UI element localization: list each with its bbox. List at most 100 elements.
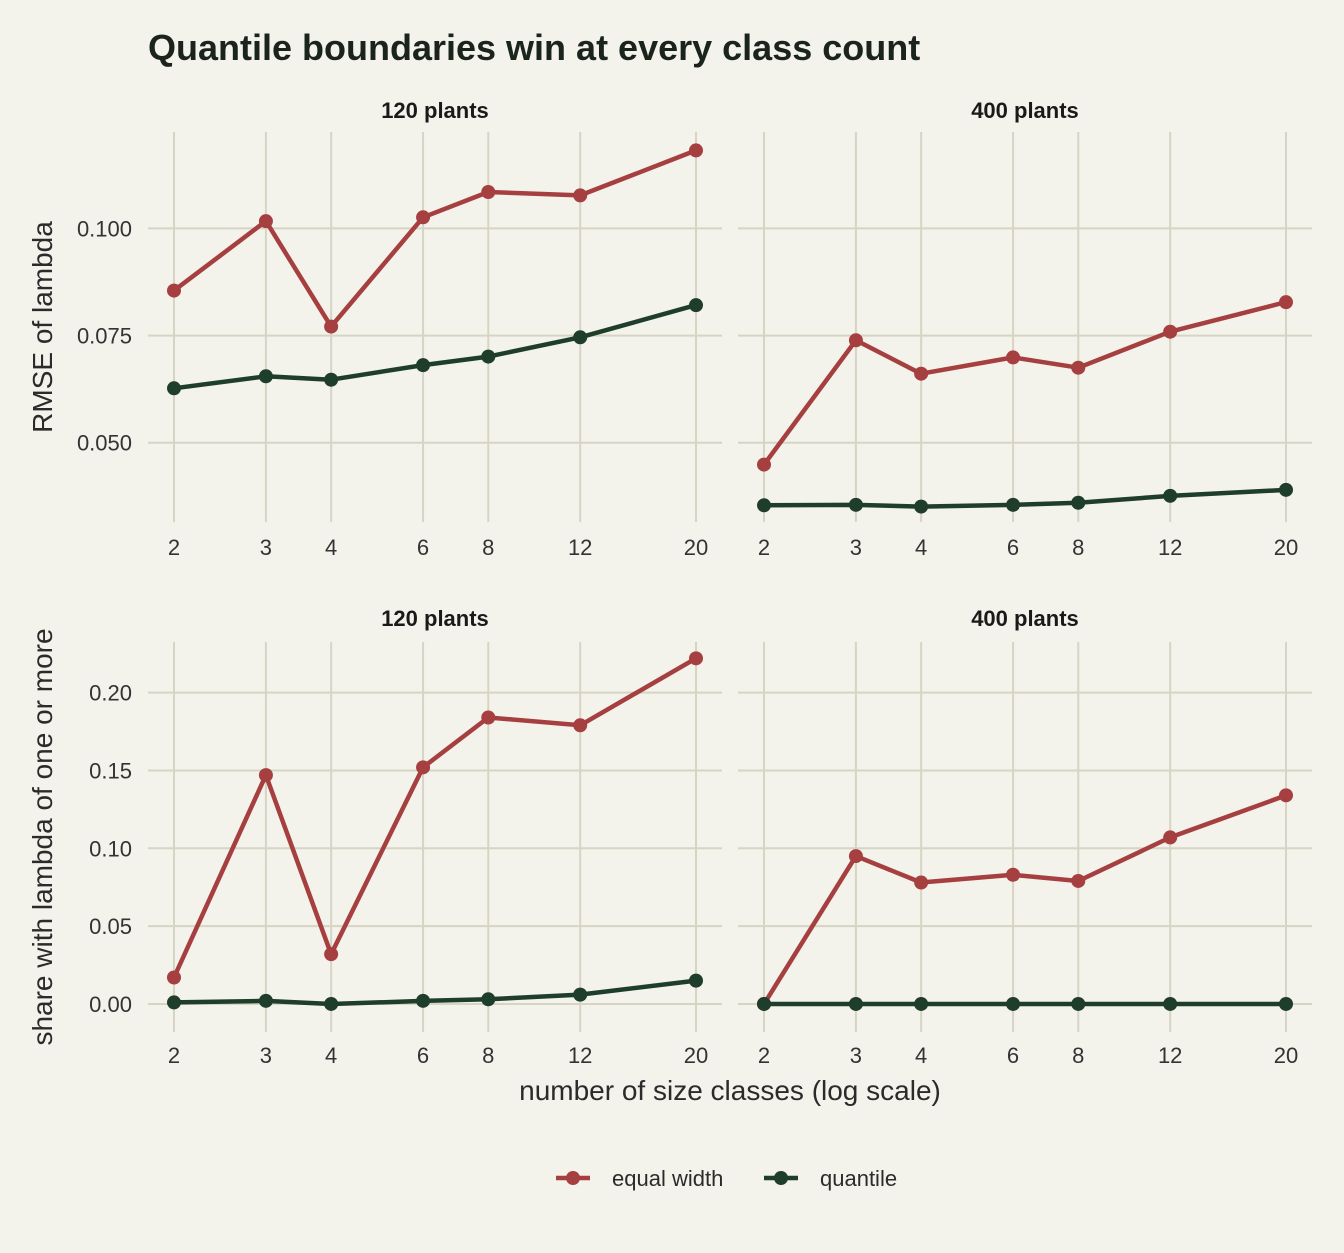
y-tick-label: 0.05	[89, 914, 132, 939]
y-tick-label: 0.050	[77, 431, 132, 456]
data-point-quantile	[481, 349, 496, 364]
legend-key-equal-width: equal width	[556, 1166, 723, 1191]
panel-strip-label: 120 plants	[381, 98, 489, 123]
series-line-quantile	[171, 302, 699, 391]
data-point-equal-width	[1006, 350, 1021, 365]
x-tick-label: 3	[850, 535, 862, 560]
panel-row1-col1: 120 plants 0.050 0.075 0.100 2 3 4 6 8 12 20	[77, 98, 722, 560]
data-point-quantile	[1279, 996, 1293, 1011]
data-point-equal-width	[258, 214, 273, 229]
data-point-equal-width	[1279, 295, 1293, 310]
legend-swatch-point	[566, 1171, 580, 1185]
series-line-quantile	[761, 487, 1289, 509]
data-point-quantile	[1071, 996, 1086, 1011]
data-point-equal-width	[167, 970, 181, 985]
x-axis-title: number of size classes (log scale)	[519, 1075, 941, 1106]
data-point-equal-width	[689, 143, 703, 158]
y-tick-label: 0.100	[77, 216, 132, 241]
x-tick-label: 6	[1007, 1043, 1019, 1068]
data-point-equal-width	[481, 185, 496, 199]
data-point-equal-width	[573, 718, 588, 733]
data-point-equal-width	[324, 947, 339, 962]
chart-title: Quantile boundaries win at every class c…	[148, 27, 920, 68]
x-tick-label: 6	[1007, 535, 1019, 560]
x-tick-label: 3	[260, 1043, 272, 1068]
data-point-equal-width	[573, 188, 588, 203]
data-point-equal-width	[1071, 360, 1086, 375]
y-tick-label: 0.15	[89, 758, 132, 783]
data-point-quantile	[258, 993, 273, 1008]
x-tick-label: 20	[684, 1043, 708, 1068]
data-point-equal-width	[1163, 324, 1178, 339]
data-point-equal-width	[416, 760, 431, 775]
x-tick-label: 12	[1158, 535, 1182, 560]
x-tick-label: 2	[168, 535, 180, 560]
x-tick-label: 4	[915, 535, 927, 560]
x-tick-label: 12	[568, 1043, 592, 1068]
data-point-quantile	[848, 996, 863, 1011]
data-point-quantile	[848, 497, 863, 512]
x-tick-label: 6	[417, 535, 429, 560]
data-point-quantile	[689, 973, 703, 988]
x-tick-label: 8	[1072, 1043, 1084, 1068]
legend-label: equal width	[612, 1166, 723, 1191]
data-point-quantile	[757, 996, 771, 1011]
panel-row1-col2: 400 plants 2 3 4 6 8 12 20	[738, 98, 1312, 560]
series-line-equal-width	[761, 299, 1289, 467]
x-tick-label: 6	[417, 1043, 429, 1068]
series-line-equal-width	[761, 793, 1289, 1007]
x-tick-label: 4	[325, 535, 337, 560]
data-point-quantile	[416, 993, 431, 1008]
data-point-quantile	[573, 330, 588, 345]
data-point-quantile	[167, 381, 181, 396]
panel-strip-label: 400 plants	[971, 606, 1079, 631]
x-tick-label: 2	[758, 535, 770, 560]
data-point-equal-width	[1163, 830, 1178, 845]
x-tick-label: 8	[1072, 535, 1084, 560]
series-line-equal-width	[171, 148, 699, 329]
data-point-equal-width	[848, 333, 863, 348]
series-line-quantile	[171, 978, 699, 1007]
x-tick-label: 12	[1158, 1043, 1182, 1068]
data-point-equal-width	[689, 651, 703, 666]
data-point-quantile	[258, 369, 273, 384]
data-point-quantile	[914, 499, 929, 514]
data-point-quantile	[324, 372, 339, 387]
series-line-equal-width	[171, 656, 699, 980]
data-point-quantile	[1006, 996, 1021, 1011]
x-tick-label: 12	[568, 535, 592, 560]
panel-row2-col1: 120 plants 0.00 0.05 0.10 0.15 0.20 2 3 4 6 8 12 20	[89, 606, 722, 1068]
data-point-equal-width	[914, 875, 929, 890]
legend-label: quantile	[820, 1166, 897, 1191]
y-tick-label: 0.075	[77, 324, 132, 349]
data-point-equal-width	[167, 283, 181, 298]
data-point-equal-width	[416, 210, 431, 225]
y-axis-title-row-2: share with lambda of one or more	[27, 628, 58, 1045]
x-tick-label: 2	[758, 1043, 770, 1068]
data-point-equal-width	[1279, 788, 1293, 803]
data-point-quantile	[416, 358, 431, 373]
y-tick-label: 0.20	[89, 681, 132, 706]
y-tick-label: 0.10	[89, 836, 132, 861]
y-axis-title-row-1: RMSE of lambda	[27, 221, 58, 433]
data-point-quantile	[573, 987, 588, 1002]
x-tick-label: 20	[1274, 1043, 1298, 1068]
data-point-quantile	[1279, 482, 1293, 497]
x-tick-label: 8	[482, 535, 494, 560]
data-point-quantile	[1163, 488, 1178, 503]
data-point-quantile	[757, 498, 771, 513]
panel-row2-col2: 400 plants 2 3 4 6 8 12 20	[738, 606, 1312, 1068]
x-tick-label: 4	[915, 1043, 927, 1068]
data-point-quantile	[167, 995, 181, 1010]
x-tick-label: 4	[325, 1043, 337, 1068]
data-point-equal-width	[1006, 867, 1021, 882]
x-tick-label: 2	[168, 1043, 180, 1068]
x-tick-label: 3	[260, 535, 272, 560]
panel-strip-label: 400 plants	[971, 98, 1079, 123]
panel-strip-label: 120 plants	[381, 606, 489, 631]
x-tick-label: 8	[482, 1043, 494, 1068]
data-point-quantile	[1006, 497, 1021, 512]
y-tick-label: 0.00	[89, 992, 132, 1017]
